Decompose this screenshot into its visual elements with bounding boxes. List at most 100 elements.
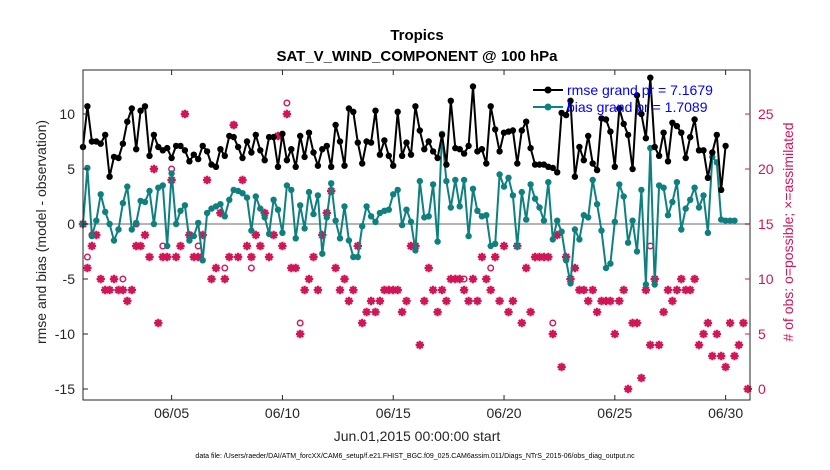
y-tick-label: -5 (63, 271, 76, 287)
obs-possible-point (487, 264, 495, 272)
rmse-point (469, 83, 477, 90)
rmse-point (549, 164, 556, 172)
rmse-point (186, 158, 193, 165)
obs-assimilated-point (92, 230, 101, 240)
rmse-point (239, 154, 246, 162)
bias-point (115, 226, 122, 233)
obs-assimilated-point (375, 296, 385, 306)
obs-assimilated-point (393, 285, 402, 295)
rmse-point (655, 152, 663, 159)
series-layer (78, 74, 752, 394)
bias-point (620, 193, 627, 200)
chart-subtitle: SAT_V_WIND_COMPONENT @ 100 hPa (276, 48, 558, 65)
bias-point (585, 214, 592, 221)
rmse-point (660, 129, 667, 136)
rmse-point (288, 146, 295, 153)
bias-point (243, 194, 251, 201)
obs-assimilated-point (592, 307, 602, 317)
obs-assimilated-point (677, 274, 686, 284)
rmse-point (523, 118, 530, 125)
bias-point (367, 213, 375, 220)
rmse-point (88, 138, 96, 145)
obs-assimilated-point (570, 263, 580, 273)
obs-assimilated-point (455, 274, 464, 284)
rmse-point (350, 108, 357, 116)
rmse-point (704, 174, 712, 181)
rmse-point (425, 138, 432, 145)
obs-assimilated-point (526, 307, 535, 317)
bias-point (669, 198, 676, 206)
rmse-point (633, 92, 641, 99)
bias-point (257, 205, 264, 212)
rmse-point (341, 162, 348, 169)
obs-assimilated-point (318, 230, 327, 240)
obs-assimilated-point (442, 296, 451, 306)
bias-point (310, 210, 317, 218)
rmse-point (567, 97, 574, 105)
obs-assimilated-point (313, 285, 323, 295)
rmse-point (381, 137, 388, 144)
bias-point (598, 227, 605, 234)
rmse-point (580, 157, 587, 164)
bias-point (695, 204, 703, 211)
obs-assimilated-point (269, 230, 278, 240)
rmse-point (141, 103, 149, 110)
obs-assimilated-point (309, 252, 318, 262)
rmse-point (354, 139, 361, 146)
rmse-point (97, 140, 104, 147)
obs-assimilated-point (654, 340, 664, 350)
bias-point (119, 199, 127, 207)
obs-assimilated-point (491, 252, 500, 262)
rmse-point (146, 152, 153, 159)
rmse-point (629, 165, 636, 173)
x-tick-label: 06/10 (265, 405, 300, 421)
rmse-point (279, 130, 286, 137)
rmse-point (336, 138, 344, 145)
rmse-point (682, 154, 689, 162)
rmse-point (443, 161, 450, 168)
bias-point (390, 191, 397, 198)
obs-assimilated-point (597, 296, 606, 306)
legend: rmse grand pr = 7.1679 bias grand pr = 1… (533, 82, 713, 115)
bias-point (301, 225, 308, 232)
obs-assimilated-point (100, 285, 110, 295)
bias-point (549, 236, 556, 243)
rmse-point (487, 103, 494, 110)
bias-point (554, 217, 561, 224)
rmse-point (297, 132, 304, 140)
obs-assimilated-point (384, 285, 393, 295)
rmse-point (678, 129, 685, 136)
bias-point (190, 232, 197, 240)
obs-assimilated-point (96, 274, 105, 284)
rmse-point (456, 146, 463, 153)
obs-assimilated-point (717, 351, 726, 361)
bias-point (700, 192, 707, 199)
obs-assimilated-point (734, 340, 744, 350)
bias-point (571, 226, 579, 233)
rmse-point (398, 152, 406, 159)
rmse-point (492, 126, 499, 133)
rmse-point (554, 169, 561, 176)
rmse-point (412, 103, 419, 110)
bias-point (88, 232, 96, 240)
obs-assimilated-point (632, 318, 642, 328)
bias-point (328, 180, 335, 187)
bias-point (84, 164, 91, 172)
obs-assimilated-point (207, 274, 216, 284)
obs-assimilated-point (123, 296, 132, 306)
bias-point (726, 217, 734, 224)
obs-possible-point (119, 275, 127, 283)
obs-assimilated-point (428, 285, 438, 295)
bias-point (642, 281, 650, 288)
rmse-point (607, 128, 614, 135)
rmse-point (102, 131, 109, 139)
obs-assimilated-point (530, 252, 540, 262)
rmse-point (376, 151, 384, 158)
rmse-point (589, 160, 596, 167)
rmse-point (651, 143, 658, 151)
rmse-point (172, 142, 180, 150)
obs-assimilated-point (415, 340, 424, 350)
obs-assimilated-point (180, 109, 190, 119)
bias-point (407, 218, 415, 225)
obs-assimilated-point (397, 307, 407, 317)
